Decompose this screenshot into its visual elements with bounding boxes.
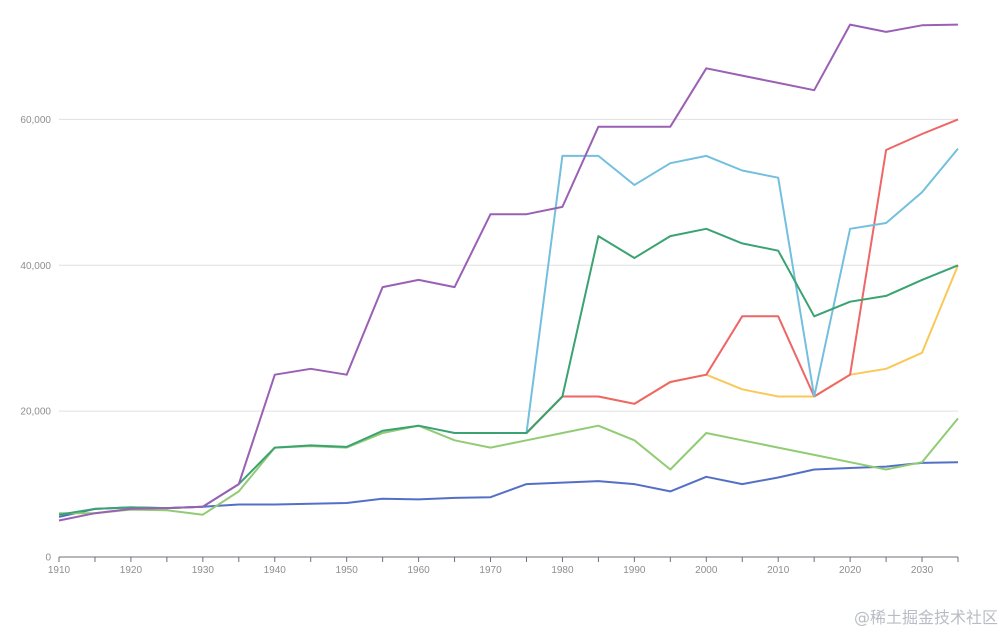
grid-lines <box>59 118 958 412</box>
x-tick-label: 1950 <box>336 565 359 576</box>
y-tick-label: 60,000 <box>20 115 51 126</box>
x-tick-label: 1990 <box>623 565 646 576</box>
series-line-3 <box>525 264 959 434</box>
x-tick-label: 1930 <box>192 565 215 576</box>
series-line-1 <box>58 461 959 518</box>
x-tick-label: 1920 <box>120 565 143 576</box>
series-line-7 <box>58 23 959 522</box>
axes: 0 20,000 40,000 60,000 1910 1920 1930 1940 1950 1… <box>20 115 959 576</box>
y-tick-label: 20,000 <box>20 407 51 418</box>
x-tick-label: 1980 <box>551 565 574 576</box>
series-line-5 <box>525 147 959 434</box>
x-tick-label: 1970 <box>479 565 502 576</box>
y-tick-label: 40,000 <box>20 261 51 272</box>
y-tick-label: 0 <box>45 553 51 564</box>
x-tick-label: 1960 <box>407 565 430 576</box>
x-tick-label: 2010 <box>767 565 790 576</box>
x-tick-label: 2000 <box>695 565 718 576</box>
watermark-text: @稀土掘金技术社区 <box>853 608 998 627</box>
x-tick-label: 2030 <box>911 565 934 576</box>
x-tick-label: 1910 <box>48 565 71 576</box>
series-line-2 <box>59 417 959 516</box>
series-line-6 <box>58 227 959 516</box>
x-tick-label: 1940 <box>264 565 287 576</box>
series-line-4 <box>525 118 959 434</box>
x-tick-label: 2020 <box>839 565 862 576</box>
series-lines <box>58 23 959 522</box>
